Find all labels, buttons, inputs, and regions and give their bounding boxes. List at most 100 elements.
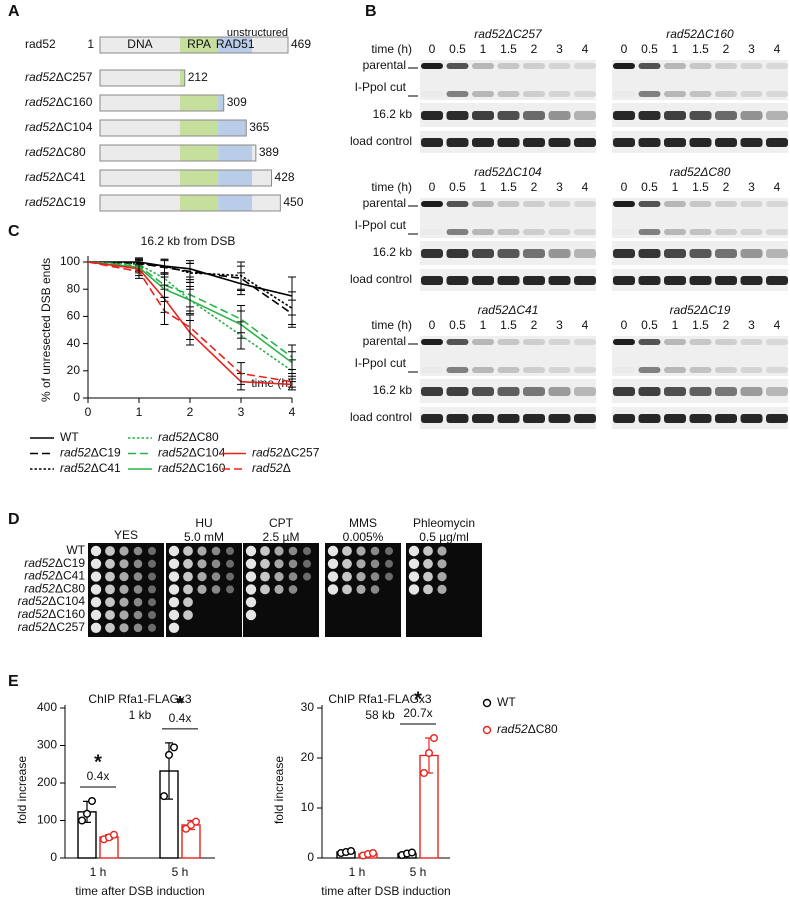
band — [574, 339, 596, 345]
band — [766, 414, 788, 423]
error-bar — [186, 314, 194, 341]
y-tick-label: 20 — [67, 363, 81, 377]
band — [497, 367, 520, 373]
legend-label: rad52ΔC19 — [60, 446, 121, 460]
band — [613, 138, 635, 147]
spot-row — [90, 545, 156, 557]
x-tick-label: 5 h — [410, 865, 427, 879]
spot — [245, 545, 257, 557]
lane-label: 2 — [531, 180, 538, 194]
band — [740, 276, 763, 285]
spot — [423, 584, 433, 595]
band — [715, 249, 737, 258]
spot-row — [90, 609, 156, 621]
start-label: 1 — [87, 37, 94, 51]
band — [766, 387, 788, 396]
band — [497, 414, 520, 423]
spot — [303, 559, 311, 568]
spot — [245, 597, 257, 608]
spot — [370, 546, 380, 556]
lane-label: 0 — [621, 318, 628, 332]
lane-label: 4 — [774, 318, 781, 332]
spot — [105, 546, 115, 556]
lane-label: 4 — [582, 42, 589, 56]
row-label: parental — [363, 334, 406, 348]
band — [664, 63, 686, 69]
band — [740, 414, 763, 423]
band — [446, 249, 469, 258]
spot-row — [245, 571, 311, 582]
spot — [408, 571, 420, 582]
spot — [168, 558, 180, 569]
spot — [423, 571, 433, 582]
domain — [252, 145, 256, 161]
truncation-name: rad52ΔC19 — [25, 195, 86, 209]
band — [548, 387, 571, 396]
band — [497, 276, 520, 285]
lane-label: 1 — [672, 180, 679, 194]
plate-label: Phleomycin — [413, 516, 475, 530]
spot — [211, 572, 221, 581]
spot — [342, 558, 352, 569]
domain-label: RPA — [187, 37, 211, 51]
spot — [183, 546, 193, 556]
band — [638, 91, 661, 97]
legend-marker — [482, 725, 492, 735]
lane-label: 1.5 — [692, 318, 709, 332]
plate-sublabel: 0.005% — [343, 530, 384, 544]
spot-row — [168, 558, 234, 569]
domain-label: DNA — [127, 37, 152, 51]
spot — [245, 558, 257, 569]
spot-row — [245, 609, 257, 621]
bar-outline — [99, 69, 186, 87]
spot-row — [90, 571, 156, 582]
lane-label: 0 — [621, 42, 628, 56]
spot — [133, 585, 143, 594]
band — [446, 138, 469, 147]
x-tick-label: 1 — [136, 405, 143, 419]
spot-row — [168, 584, 234, 595]
band — [715, 229, 737, 235]
band — [421, 138, 443, 147]
protein-bar — [99, 94, 225, 112]
band — [689, 91, 712, 97]
lane-label: 3 — [556, 42, 563, 56]
data-point — [164, 750, 173, 759]
x-tick-label: 1 h — [90, 865, 107, 879]
spot — [133, 623, 143, 633]
error-bar — [237, 261, 245, 290]
band — [664, 387, 686, 396]
legend-label: rad52ΔC80 — [158, 430, 219, 444]
spot — [245, 584, 257, 595]
row-label: I-PpoI cut — [355, 218, 407, 232]
band — [715, 387, 737, 396]
band — [472, 367, 494, 373]
y-tick-label: 300 — [37, 738, 57, 752]
lane-label: 2 — [723, 42, 730, 56]
band — [766, 249, 788, 258]
spot — [370, 585, 380, 594]
spot — [356, 584, 366, 595]
y-tick-label: 400 — [37, 700, 57, 714]
row-label: load control — [350, 410, 412, 424]
domain — [100, 37, 180, 53]
spot — [119, 559, 129, 569]
significance-star: * — [94, 751, 102, 773]
data-point — [77, 816, 86, 825]
spot — [148, 598, 156, 607]
band — [715, 111, 737, 120]
lane-label: 4 — [774, 42, 781, 56]
spot — [342, 571, 352, 582]
y-axis-title: % of unresected DSB ends — [39, 258, 53, 402]
gel-title: rad52ΔC80 — [670, 165, 731, 179]
domain — [218, 195, 253, 211]
domain — [218, 95, 224, 111]
x-tick-label: 0 — [85, 405, 92, 419]
band — [766, 367, 788, 373]
band — [740, 339, 763, 345]
band — [689, 229, 712, 235]
spot — [119, 572, 129, 582]
legend-marker — [482, 698, 492, 708]
band — [574, 201, 596, 207]
band — [574, 387, 596, 396]
